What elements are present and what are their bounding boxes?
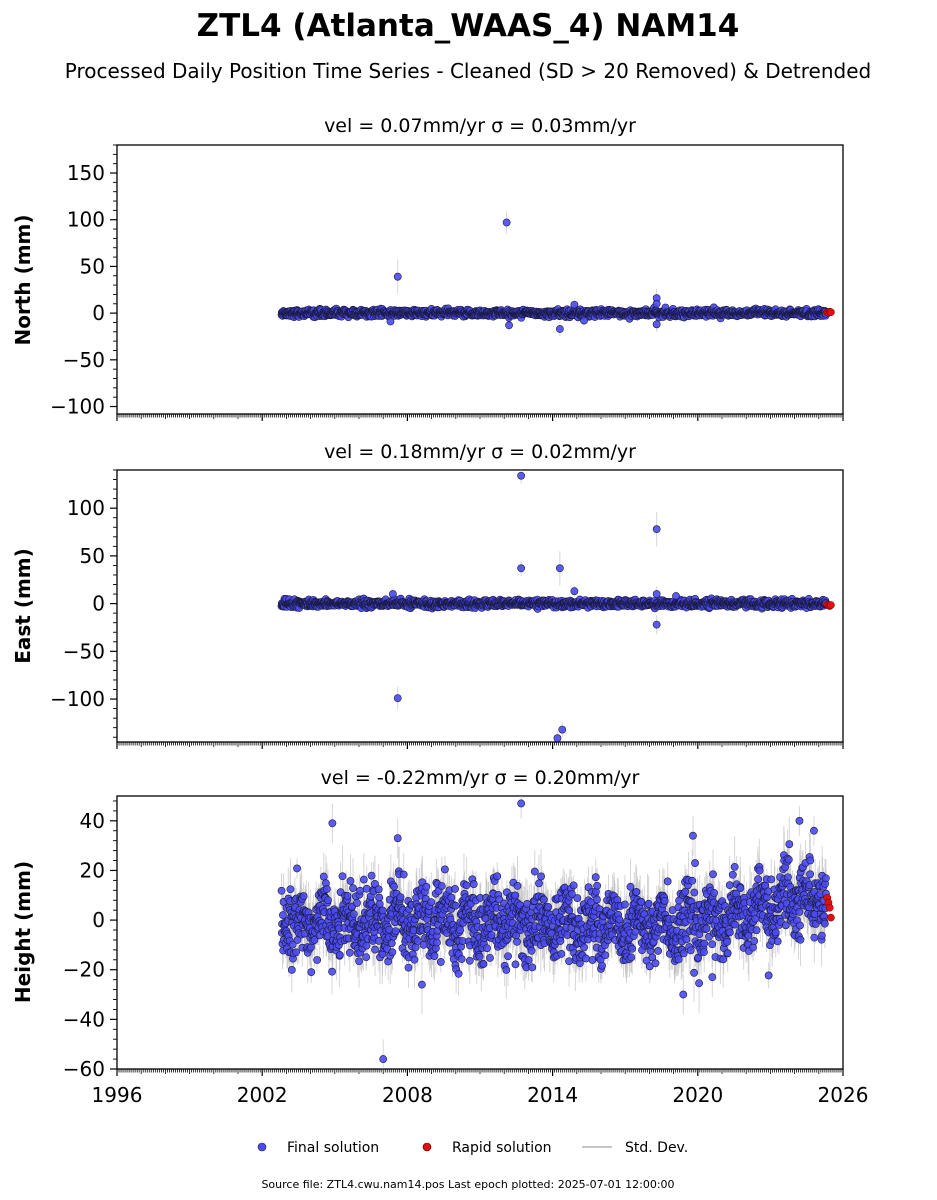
figure-subtitle: Processed Daily Position Time Series - C…: [65, 59, 871, 83]
final-solution-point: [570, 300, 579, 309]
final-solution-points: [277, 218, 830, 333]
y-tick-label: 50: [80, 254, 105, 278]
y-tick-label: 150: [67, 161, 105, 185]
east-ylabel: East (mm): [11, 548, 35, 664]
rapid-solution-point: [827, 308, 835, 317]
rapid-solution-points: [823, 307, 835, 317]
y-tick-label: −100: [50, 395, 105, 419]
y-tick-label: 0: [92, 301, 105, 325]
north-panel: vel = 0.07mm/yr σ = 0.03mm/yr North (mm)…: [11, 115, 844, 421]
east-panel: vel = 0.18mm/yr σ = 0.02mm/yr East (mm) …: [11, 441, 844, 749]
final-solution-point: [652, 320, 661, 329]
figure-title: ZTL4 (Atlanta_WAAS_4) NAM14: [197, 8, 740, 44]
final-solution-point: [555, 325, 564, 333]
final-solution-point: [386, 317, 395, 326]
east-panel-title: vel = 0.18mm/yr σ = 0.02mm/yr: [324, 441, 636, 463]
y-tick-label: 100: [67, 208, 105, 232]
plot-frame: [116, 144, 844, 415]
final-solution-point: [505, 321, 513, 330]
north-ylabel: North (mm): [11, 214, 35, 345]
north-plot-area: −100 −50 0 50 100 150: [50, 144, 844, 421]
final-solution-point: [652, 299, 661, 308]
final-solution-point: [393, 272, 402, 281]
final-solution-point: [580, 316, 588, 325]
y-tick-label: −50: [63, 348, 105, 372]
north-panel-title: vel = 0.07mm/yr σ = 0.03mm/yr: [324, 115, 636, 137]
final-solution-point: [502, 218, 511, 227]
